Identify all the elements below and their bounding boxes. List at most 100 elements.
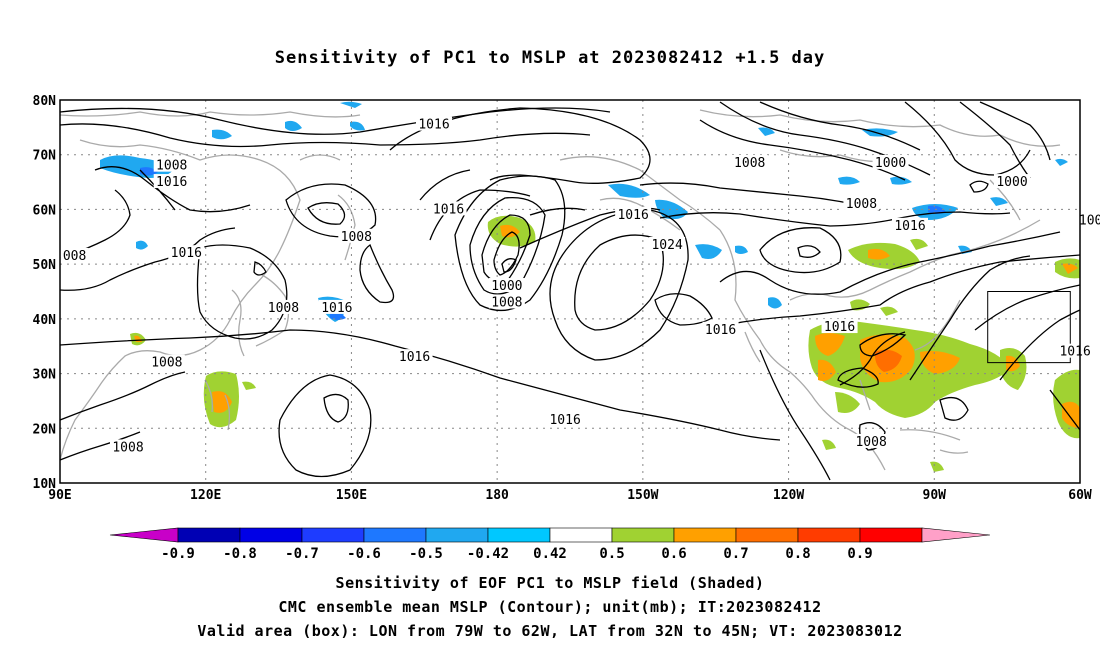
positive-sensitivity-region	[920, 350, 960, 374]
mslp-contour	[454, 175, 566, 312]
mslp-contour	[359, 243, 395, 304]
mslp-contour	[759, 227, 842, 274]
negative-sensitivity-region	[212, 129, 232, 140]
negative-sensitivity-region	[140, 167, 158, 176]
negative-sensitivity-region	[136, 240, 148, 250]
negative-sensitivity-region	[768, 297, 782, 309]
contour-label: 1008	[151, 356, 182, 371]
negative-sensitivity-region	[890, 176, 912, 185]
mslp-contour	[94, 166, 251, 213]
colorbar-tick-label: -0.7	[285, 546, 319, 562]
contour-label-bg	[488, 294, 525, 309]
negative-sensitivity-region	[1055, 158, 1068, 166]
lat-tick-label: 80N	[33, 94, 57, 109]
colorbar-tick-label: 0.7	[723, 546, 748, 562]
mslp-contour	[574, 234, 664, 331]
contour-label-bg	[168, 245, 205, 260]
coastline-florida-caribbean	[859, 379, 969, 454]
lon-tick-label: 150E	[336, 488, 367, 503]
positive-sensitivity-region	[1062, 263, 1078, 274]
coastline-philippines	[204, 379, 231, 431]
longitude-labels: 90E 120E 150E 180 150W 120W 90W 60W	[48, 488, 1092, 503]
contour-label-bg	[547, 412, 584, 427]
contour-label: 1016	[705, 323, 736, 338]
contour-label-bg	[265, 299, 302, 314]
mslp-contour	[904, 101, 1031, 176]
positive-sensitivity-region	[818, 359, 836, 381]
coastline-asia	[60, 111, 361, 461]
chart-title: Sensitivity of PC1 to MSLP at 2023082412…	[274, 48, 826, 68]
mslp-contour	[639, 182, 881, 211]
mslp-contour	[60, 189, 131, 259]
colorbar-labels: -0.9 -0.8 -0.7 -0.6 -0.5 -0.42 0.42 0.5 0.6 0.7 0.…	[161, 546, 873, 562]
mslp-contour	[323, 393, 349, 423]
lon-tick-label: 180	[485, 488, 509, 503]
contour-label: 1008	[855, 435, 886, 450]
colorbar-tick-label: -0.5	[409, 546, 443, 562]
lat-tick-label: 50N	[33, 258, 57, 273]
contour-label-bg	[60, 247, 89, 262]
colorbar-segment	[177, 527, 241, 543]
mslp-contour	[1049, 389, 1080, 431]
mslp-contour	[797, 245, 821, 258]
mslp-contour	[659, 211, 1011, 227]
colorbar-segment	[301, 527, 365, 543]
negative-sensitivity-region	[350, 121, 365, 131]
coastline-baja	[744, 331, 761, 363]
mslp-contour	[837, 331, 906, 388]
mslp-contour	[939, 396, 969, 421]
mslp-contour	[909, 255, 1031, 381]
contour-label: 1008	[491, 295, 522, 310]
negative-sensitivity-region	[285, 120, 302, 131]
contour-label-bg	[843, 195, 880, 210]
colorbar-segment	[673, 527, 737, 543]
contour-label-bg	[416, 116, 452, 131]
contour-label: 1008	[1079, 213, 1100, 228]
mslp-contour	[60, 107, 611, 135]
contour-label-bg	[396, 349, 433, 364]
negative-sensitivity-region	[695, 244, 722, 259]
contour-label: 1016	[1059, 345, 1090, 360]
colorbar-segment	[549, 527, 613, 543]
mslp-contour	[253, 261, 267, 276]
lat-tick-label: 40N	[33, 313, 57, 328]
contour-label: 1016	[617, 208, 648, 223]
colorbar-right-extend	[921, 527, 991, 543]
mslp-contour	[60, 329, 781, 441]
contour-label-bg	[853, 433, 890, 448]
mslp-contour	[979, 101, 1051, 161]
contour-label: 1000	[996, 175, 1027, 190]
colorbar-segment	[239, 527, 303, 543]
contour-label-bg	[338, 228, 375, 243]
lon-tick-label: 90W	[923, 488, 947, 503]
lon-tick-label: 90E	[48, 488, 71, 503]
colorbar-tick-label: 0.8	[785, 546, 810, 562]
mslp-contour	[493, 231, 520, 276]
mslp-contour	[389, 107, 651, 184]
coastline-alaska	[559, 156, 721, 231]
plot-frame	[59, 99, 1081, 484]
mslp-contour	[859, 333, 907, 357]
contour-label: 1000	[491, 279, 522, 294]
contour-label-bg	[148, 354, 185, 369]
negative-sensitivity-region	[862, 128, 898, 137]
contour-label-bg	[488, 278, 525, 293]
colorbar	[109, 527, 991, 543]
mslp-contour	[60, 431, 141, 461]
contour-label: 1008	[341, 230, 372, 245]
contour-label-bg	[153, 174, 190, 189]
positive-sensitivity-region	[1062, 401, 1080, 428]
colorbar-tick-label: 0.6	[661, 546, 686, 562]
lat-tick-label: 60N	[33, 203, 57, 218]
colorbar-segment	[425, 527, 489, 543]
colorbar-tick-label: 0.42	[533, 546, 567, 562]
footer-contour-caption: CMC ensemble mean MSLP (Contour); unit(m…	[278, 598, 822, 616]
negative-sensitivity-region	[735, 245, 748, 254]
mslp-contour	[60, 123, 591, 148]
colorbar-tick-label: 0.9	[847, 546, 872, 562]
negative-sensitivity-region	[340, 101, 362, 108]
mslp-contour	[501, 258, 517, 273]
positive-sensitivity-region	[835, 392, 860, 413]
